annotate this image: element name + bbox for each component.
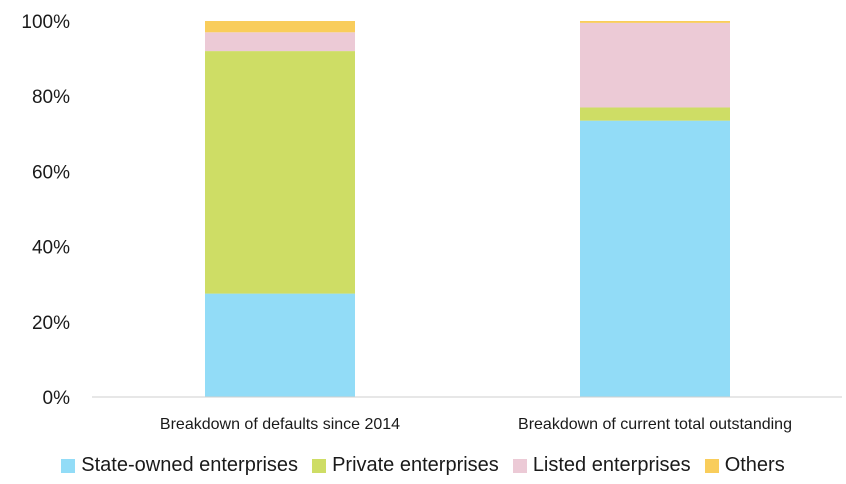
bar-segment [580, 21, 730, 23]
legend-item-private: Private enterprises [312, 454, 499, 477]
legend-swatch-listed [512, 458, 527, 473]
legend-swatch-private [312, 458, 327, 473]
y-tick-label: 80% [32, 87, 70, 108]
x-tick-label: Breakdown of defaults since 2014 [160, 416, 400, 433]
y-tick-label: 20% [32, 313, 70, 334]
legend-item-others: Others [704, 454, 785, 477]
bar-segment [205, 51, 355, 294]
legend-item-listed: Listed enterprises [512, 454, 691, 477]
bar-segment [580, 22, 730, 108]
bar-segment [205, 32, 355, 52]
bar-segment [205, 21, 355, 33]
bars [205, 21, 730, 397]
bar-segment [580, 120, 730, 397]
chart-area: 0% 20% 40% 60% 80% 100% Breakdown of defaults… [21, 12, 842, 433]
x-tick-label: Breakdown of current total outstanding [518, 416, 792, 433]
x-axis-labels: Breakdown of defaults since 2014 Breakdow… [160, 416, 792, 433]
y-tick-label: 40% [32, 238, 70, 259]
legend-swatch-others [704, 458, 719, 473]
y-tick-label: 0% [43, 388, 71, 409]
legend-swatch-state-owned [61, 458, 76, 473]
y-axis: 0% 20% 40% 60% 80% 100% [21, 12, 70, 409]
bar-segment [205, 293, 355, 397]
legend-label-listed: Listed enterprises [532, 454, 691, 476]
legend-label-private: Private enterprises [332, 454, 499, 476]
legend-item-state-owned: State-owned enterprises [61, 454, 298, 477]
legend-label-state-owned: State-owned enterprises [81, 454, 299, 476]
y-tick-label: 60% [32, 162, 70, 183]
y-tick-label: 100% [21, 12, 70, 33]
bar-segment [580, 107, 730, 121]
legend-label-others: Others [724, 454, 785, 476]
legend: State-owned enterprises Private enterpri… [0, 454, 846, 477]
